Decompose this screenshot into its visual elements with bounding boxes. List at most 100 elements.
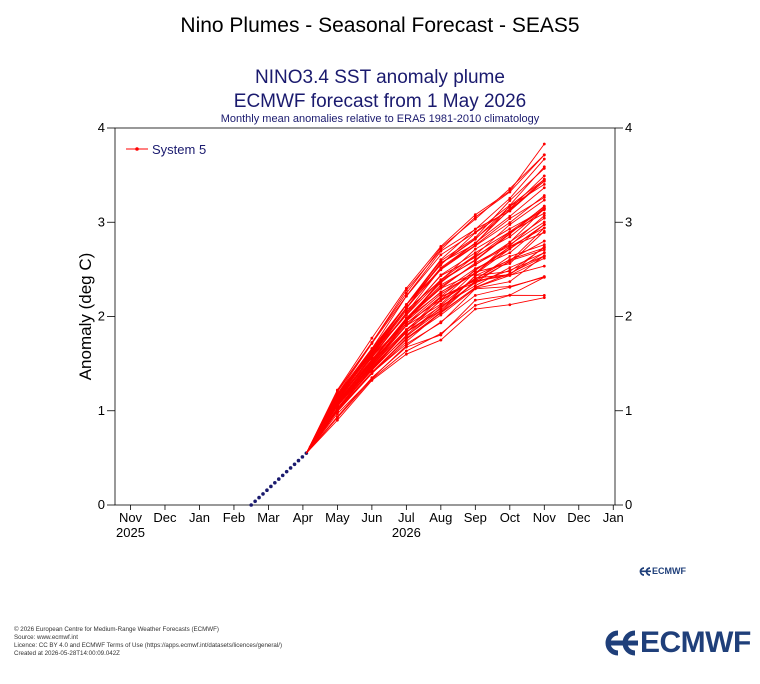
ensemble-member-line xyxy=(306,276,545,454)
ensemble-member-point xyxy=(508,251,512,255)
ensemble-member-point xyxy=(542,153,546,157)
ensemble-member-line xyxy=(305,221,545,454)
ensemble-member-point xyxy=(439,281,443,285)
chart: NINO3.4 SST anomaly plume ECMWF forecast … xyxy=(76,67,632,540)
ensemble-member-point xyxy=(508,223,512,226)
ensemble-member-point xyxy=(439,311,443,315)
ensemble-member-point xyxy=(508,196,512,200)
ensemble-member-point xyxy=(473,236,477,239)
x-year-label: 2025 xyxy=(116,525,145,540)
ensemble-member-line xyxy=(305,184,545,454)
observed-point xyxy=(276,477,281,481)
ensemble-member-point xyxy=(370,341,374,345)
ensemble-member-point xyxy=(508,266,512,270)
ensemble-member-point xyxy=(508,189,512,193)
ensemble-member-point xyxy=(508,280,512,284)
ensemble-member-point xyxy=(508,209,512,213)
observed-point xyxy=(265,488,269,492)
ensemble-member-point xyxy=(439,273,443,277)
ensemble-member-point xyxy=(542,186,546,190)
ensemble-member-point xyxy=(439,245,443,248)
y-tick-label-left: 2 xyxy=(98,309,105,324)
ensemble-member-point xyxy=(542,231,546,234)
ensemble-member-point xyxy=(473,251,477,255)
ensemble-member-point xyxy=(473,271,477,275)
ensemble-member-point xyxy=(542,220,546,224)
ensemble-member-point xyxy=(473,256,477,259)
x-tick-label: May xyxy=(325,510,350,525)
ensemble-member-point xyxy=(404,352,408,356)
ensemble-member-point xyxy=(473,263,477,267)
ensemble-member-point xyxy=(404,322,408,326)
ensemble-member-point xyxy=(439,267,443,271)
ecmwf-logo-icon xyxy=(605,630,638,656)
ensemble-member-line xyxy=(305,166,545,454)
ensemble-member-point xyxy=(473,213,477,217)
x-year-label: 2026 xyxy=(392,525,421,540)
ensemble-member-point xyxy=(439,307,443,311)
x-tick-label: Apr xyxy=(293,510,314,525)
observed-point xyxy=(253,499,257,504)
ensemble-member-point xyxy=(404,286,408,290)
ensemble-member-point xyxy=(404,349,408,353)
ensemble-member-point xyxy=(542,239,546,243)
x-tick-label: Mar xyxy=(257,510,280,525)
ensemble-member-point xyxy=(508,243,512,247)
ensemble-member-line xyxy=(305,208,545,454)
ensemble-member-point xyxy=(542,198,546,202)
ensemble-member-point xyxy=(508,199,512,202)
ensemble-member-point xyxy=(439,259,443,263)
y-tick-label-left: 0 xyxy=(98,497,105,512)
ensemble-member-point xyxy=(439,321,443,325)
ensemble-member-point xyxy=(439,283,443,287)
ensemble-bridge-point xyxy=(332,408,335,411)
observed-point xyxy=(257,495,261,500)
y-tick-label-right: 1 xyxy=(625,403,632,418)
ensemble-member-line xyxy=(305,199,545,454)
ensemble-member-point xyxy=(542,216,546,220)
credits: © 2026 European Centre for Medium-Range … xyxy=(14,626,282,658)
ensemble-member-point xyxy=(404,291,408,295)
ensemble-member-point xyxy=(473,253,477,257)
ecmwf-logo-icon xyxy=(639,566,651,576)
ensemble-member-line xyxy=(305,197,545,454)
y-tick-label-right: 2 xyxy=(625,309,632,324)
ensemble-member-point xyxy=(439,278,443,281)
ensemble-member-point xyxy=(370,336,374,340)
y-tick-label-right: 3 xyxy=(625,214,632,229)
ensemble-member-point xyxy=(404,316,408,320)
y-tick-label-right: 0 xyxy=(625,497,632,512)
ensemble-member-point xyxy=(508,235,512,239)
ensemble-member-point xyxy=(473,293,477,297)
ensemble-member-point xyxy=(404,342,408,346)
ensemble-member-line xyxy=(305,247,545,454)
ensemble-member-point xyxy=(370,366,374,370)
ensemble-member-point xyxy=(439,333,443,337)
x-tick-label: Nov xyxy=(533,510,557,525)
ensemble-member-line xyxy=(305,224,545,454)
x-tick-label: Feb xyxy=(223,510,245,525)
x-tick-label: Nov xyxy=(119,510,143,525)
ensemble-member-point xyxy=(473,227,477,231)
ensemble-member-point xyxy=(439,291,443,294)
ensemble-member-point xyxy=(542,254,546,258)
ensemble-member-line xyxy=(306,297,545,454)
ensemble-member-point xyxy=(473,304,477,307)
ensemble-member-point xyxy=(542,205,546,209)
ensemble-member-line xyxy=(305,154,545,454)
ecmwf-logo-small-text: ECMWF xyxy=(652,566,686,576)
observed-point xyxy=(300,455,305,459)
page-title: Nino Plumes - Seasonal Forecast - SEAS5 xyxy=(180,14,580,37)
x-tick-label: Jan xyxy=(189,510,210,525)
ensemble-member-point xyxy=(508,293,512,297)
ensemble-member-point xyxy=(542,194,546,197)
ensemble-member-point xyxy=(473,215,477,219)
ensemble-member-point xyxy=(473,267,477,270)
ensemble-member-line xyxy=(305,224,545,454)
observed-point xyxy=(280,473,285,478)
ensemble-member-point xyxy=(508,255,512,258)
ensemble-member-point xyxy=(508,273,512,276)
ecmwf-logo-large-text: ECMWF xyxy=(640,626,751,659)
ensemble-member-point xyxy=(542,294,546,297)
ensemble-member-point xyxy=(439,262,443,266)
